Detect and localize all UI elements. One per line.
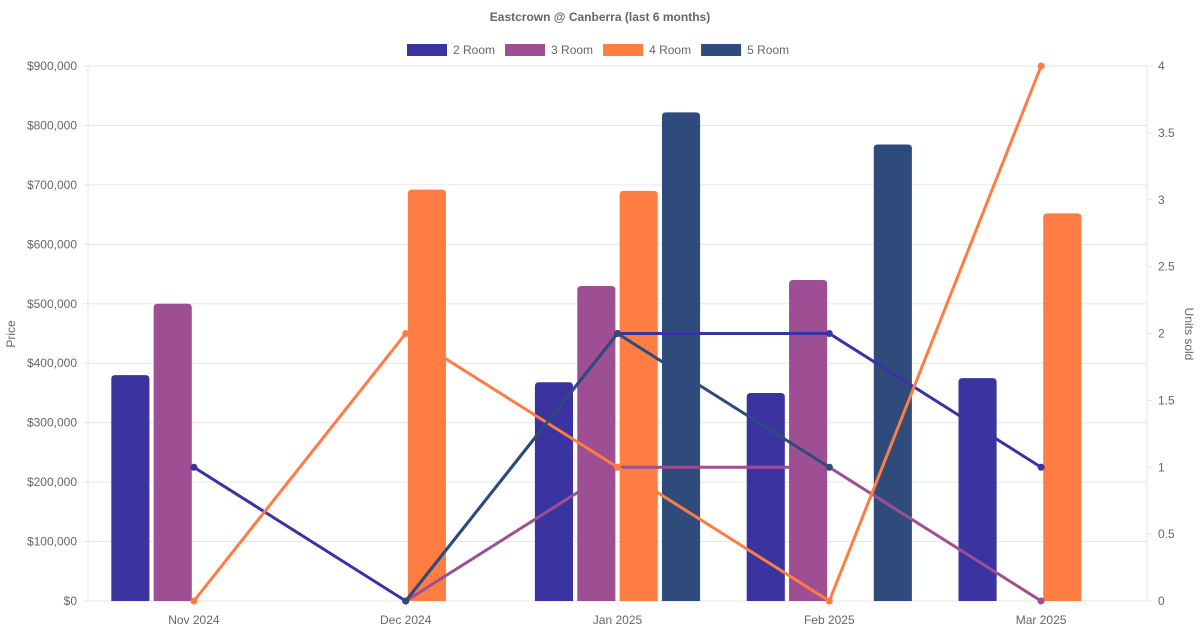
legend-swatch	[603, 44, 644, 56]
legend-swatch	[407, 44, 447, 56]
x-axis: Nov 2024 Dec 2024 Jan 2025 Feb 2025 Mar 2025	[168, 601, 1067, 627]
point-2-room-nov-2024	[190, 463, 198, 471]
x-tick-label: Feb 2025	[804, 613, 855, 627]
left-tick-label: $600,000	[27, 237, 77, 251]
right-axis-title: Units sold	[1182, 308, 1196, 361]
point-4-room-dec-2024	[402, 330, 410, 337]
bars	[111, 112, 1082, 602]
line-3-room	[404, 465, 1043, 603]
right-tick-label: 1	[1158, 460, 1165, 474]
lines	[190, 62, 1045, 605]
bar-2-room-nov-2024	[111, 375, 150, 601]
bar-4-room-dec-2024	[407, 189, 446, 601]
right-tick-label: 1.5	[1158, 393, 1175, 407]
bar-2-room-jan-2025	[534, 382, 574, 601]
point-5-room-dec-2024	[402, 597, 410, 605]
point-2-room-feb-2025	[825, 330, 833, 337]
legend-item-4-room[interactable]: 4 Room	[603, 43, 691, 57]
bar-5-room-jan-2025	[661, 112, 701, 601]
x-tick-label: Mar 2025	[1016, 613, 1067, 627]
right-tick-label: 2	[1158, 327, 1165, 341]
x-tick-label: Nov 2024	[168, 613, 220, 627]
right-tick-label: 4	[1158, 59, 1165, 73]
legend-label: 2 Room	[453, 43, 495, 57]
point-4-room-feb-2025	[825, 597, 833, 605]
point-5-room-feb-2025	[825, 463, 833, 471]
bar-4-room-jan-2025	[619, 190, 658, 602]
point-4-room-jan-2025	[614, 463, 621, 471]
right-tick-label: 0	[1158, 594, 1165, 608]
left-tick-label: $400,000	[27, 356, 77, 370]
left-tick-label: $500,000	[27, 297, 77, 311]
legend-label: 4 Room	[649, 43, 691, 57]
left-tick-label: $900,000	[27, 59, 77, 73]
bar-3-room-jan-2025	[577, 285, 616, 601]
left-tick-label: $0	[64, 594, 78, 608]
legend-item-5-room[interactable]: 5 Room	[701, 43, 789, 57]
point-3-room-mar-2025	[1037, 597, 1045, 605]
bar-3-room-nov-2024	[153, 303, 192, 601]
x-tick-label: Dec 2024	[380, 613, 432, 627]
left-tick-label: $200,000	[27, 475, 77, 489]
right-axis: 0 0.5 1 1.5 2 2.5 3 3.5 4	[1147, 59, 1175, 608]
legend-item-2-room[interactable]: 2 Room	[407, 43, 495, 57]
legend-swatch	[505, 44, 546, 56]
right-tick-label: 0.5	[1158, 527, 1175, 541]
point-2-room-mar-2025	[1037, 463, 1045, 471]
left-tick-label: $800,000	[27, 118, 77, 132]
bar-4-room-mar-2025	[1043, 213, 1082, 601]
point-4-room-nov-2024	[190, 597, 198, 605]
point-4-room-mar-2025	[1037, 62, 1045, 70]
legend-item-3-room[interactable]: 3 Room	[505, 43, 593, 57]
legend-swatch	[701, 44, 742, 56]
left-axis-title: Price	[4, 320, 18, 348]
right-tick-label: 2.5	[1158, 260, 1175, 274]
left-tick-label: $100,000	[27, 535, 77, 549]
point-5-room-jan-2025	[614, 330, 621, 337]
left-tick-label: $300,000	[27, 416, 77, 430]
bar-3-room-feb-2025	[789, 280, 828, 601]
left-axis: $0 $100,000 $200,000 $300,000 $400,000 $500,0…	[27, 59, 88, 608]
right-tick-label: 3	[1158, 193, 1165, 207]
chart-title: Eastcrown @ Canberra (last 6 months)	[490, 10, 710, 24]
right-tick-label: 3.5	[1158, 126, 1175, 140]
legend: 2 Room 3 Room 4 Room 5 Room	[407, 43, 789, 57]
legend-label: 5 Room	[747, 43, 789, 57]
x-tick-label: Jan 2025	[593, 613, 643, 627]
legend-label: 3 Room	[551, 43, 593, 57]
bar-2-room-feb-2025	[746, 392, 785, 601]
left-tick-label: $700,000	[27, 178, 77, 192]
grid	[87, 65, 1148, 602]
